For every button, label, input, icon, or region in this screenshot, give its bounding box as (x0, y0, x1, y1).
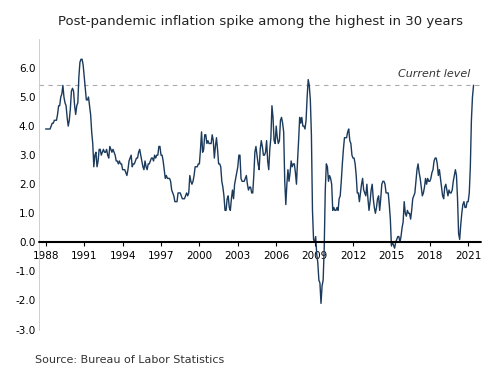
Text: Current level: Current level (398, 69, 471, 79)
Text: Source: Bureau of Labor Statistics: Source: Bureau of Labor Statistics (35, 355, 224, 365)
Title: Post-pandemic inflation spike among the highest in 30 years: Post-pandemic inflation spike among the … (58, 15, 463, 28)
